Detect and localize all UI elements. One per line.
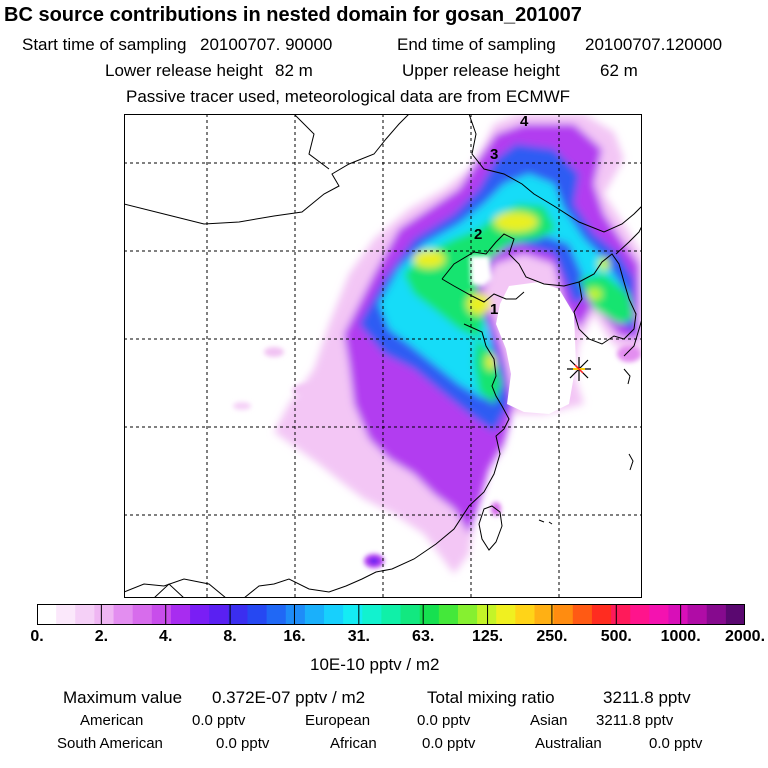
colorbar-tick-label: 4. [159,628,173,645]
colorbar-cell [362,604,383,625]
start-time-value: 20100707. 90000 [200,35,333,54]
colorbar-cell [247,604,268,625]
end-time-label: End time of sampling [397,35,556,54]
colorbar-cell [438,604,459,625]
colorbar-tick-label: 250. [536,628,568,645]
colorbar-cell [132,604,153,625]
region-name-american: American [80,712,144,729]
colorbar-cell [419,604,440,625]
region-value-australian: 0.0 pptv [649,735,703,752]
colorbar-cell [649,604,670,625]
upper-release-value: 62 m [600,61,638,80]
colorbar [37,604,745,625]
concentration-field [233,114,642,574]
colorbar-cell [190,604,210,625]
colorbar-cell [572,604,593,625]
marker-label-3: 3 [490,146,498,163]
marker-label-2: 2 [474,226,482,243]
colorbar-cell [285,604,306,625]
colorbar-cell [400,604,421,625]
colorbar-cell [706,604,727,625]
colorbar-tick-label: 8. [223,628,237,645]
colorbar-tick-label: 0. [30,628,44,645]
colorbar-tick-label: 2. [94,628,109,645]
contribution-map: 1 2 3 4 [124,114,642,598]
colorbar-cell [591,604,612,625]
region-value-european: 0.0 pptv [417,712,471,729]
region-name-asian: Asian [530,712,568,729]
colorbar-cell [457,604,478,625]
colorbar-tick-label: 1000. [660,628,701,645]
colorbar-cell [304,604,325,625]
tracer-note: Passive tracer used, meteorological data… [126,87,571,106]
total-mixing-value: 3211.8 pptv [603,688,691,707]
colorbar-cell [668,604,689,625]
colorbar-cell [496,604,516,625]
marker-label-1: 1 [490,301,498,318]
marker-label-4: 4 [520,114,529,130]
colorbar-cell [228,604,249,625]
colorbar-cell [630,604,650,625]
region-value-american: 0.0 pptv [192,712,246,729]
colorbar-cell [534,604,555,625]
colorbar-tick-label: 2000. [724,628,766,645]
colorbar-cell [113,604,134,625]
colorbar-cell [170,604,191,625]
region-name-australian: Australian [535,735,602,752]
colorbar-tick-label: 31. [347,628,370,645]
region-name-african: African [330,735,377,752]
colorbar-cell [324,604,344,625]
colorbar-cell [515,604,536,625]
max-value: 0.372E-07 pptv / m2 [212,688,366,707]
colorbar-cell [611,604,631,625]
lower-release-label: Lower release height [105,61,263,80]
coastlines [124,114,642,598]
colorbar-tick-label: 63. [412,628,435,645]
colorbar-cell [477,604,497,625]
colorbar-tick-label: 16. [283,628,306,645]
max-value-label: Maximum value [63,688,183,707]
start-time-label: Start time of sampling [22,35,187,54]
colorbar-cell [94,604,115,625]
colorbar-cell [381,604,402,625]
region-value-asian: 3211.8 pptv [596,712,674,729]
colorbar-cell [725,604,745,625]
receptor-star-icon [567,357,591,381]
colorbar-cell [37,604,57,625]
total-mixing-label: Total mixing ratio [427,688,555,707]
colorbar-tick-label: 125. [471,628,504,645]
colorbar-cell [343,604,363,625]
colorbar-cell [56,604,76,625]
region-value-african: 0.0 pptv [422,735,476,752]
colorbar-tick-label: 500. [600,628,632,645]
end-time-value: 20100707.120000 [585,35,723,54]
colorbar-cell [687,604,708,625]
region-name-european: European [305,712,371,729]
lower-release-value: 82 m [275,61,313,80]
region-name-south-american: South American [57,735,163,752]
colorbar-cell [553,604,574,625]
lat-lon-grid [124,114,642,598]
region-value-south-american: 0.0 pptv [216,735,270,752]
colorbar-cell [266,604,287,625]
colorbar-cell [151,604,172,625]
colorbar-unit: 10E-10 pptv / m2 [310,655,440,674]
colorbar-cell [209,604,229,625]
colorbar-cell [75,604,96,625]
plot-title: BC source contributions in nested domain… [4,4,582,26]
upper-release-label: Upper release height [402,61,560,80]
